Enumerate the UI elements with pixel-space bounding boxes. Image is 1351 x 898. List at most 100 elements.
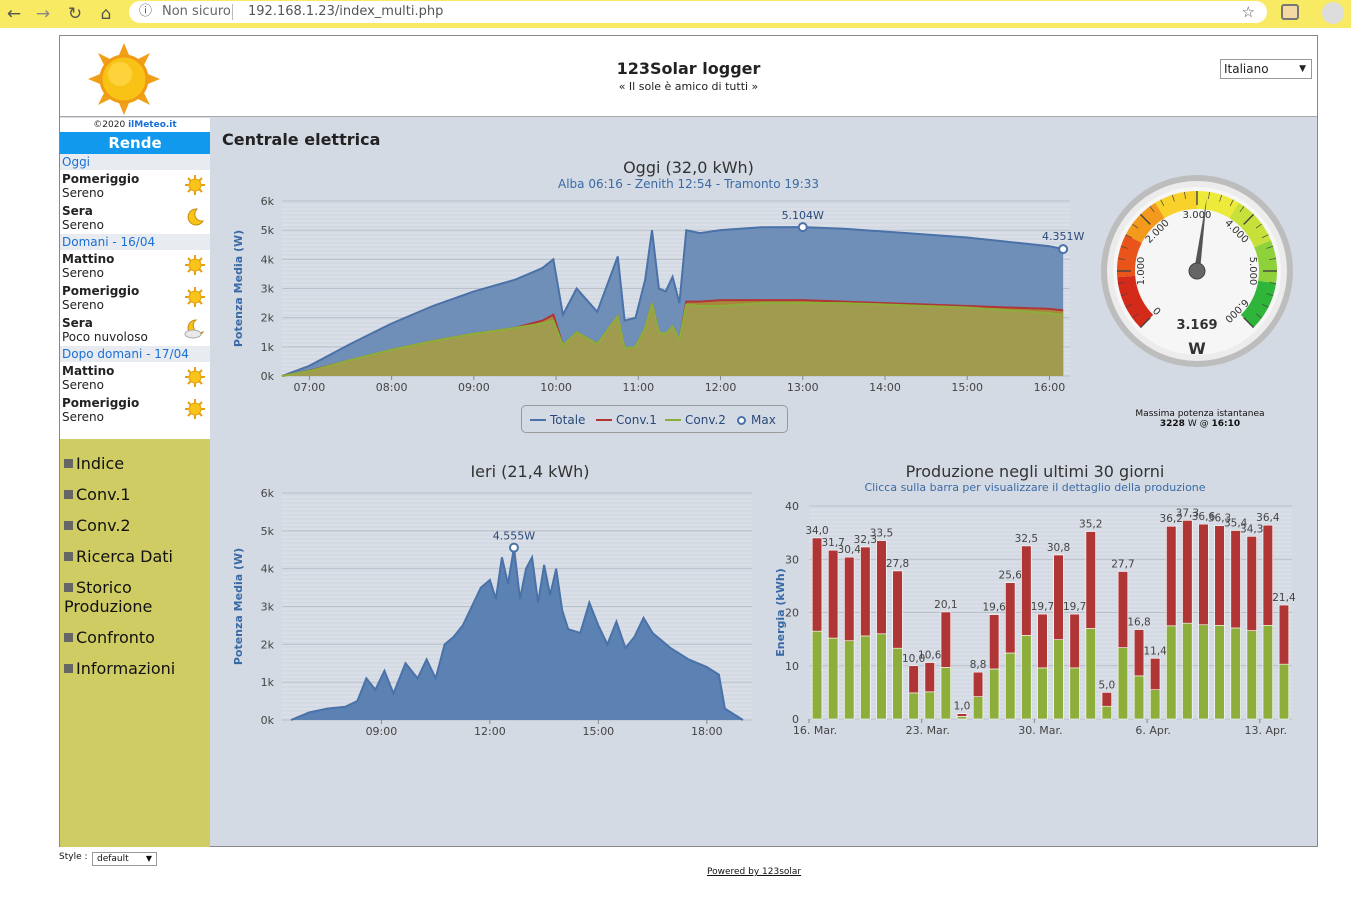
x-tick-label: 6. Apr.	[1135, 724, 1171, 737]
legend-item-max[interactable]: Max	[737, 413, 776, 427]
language-select[interactable]: Italiano ▼	[1220, 59, 1312, 79]
bar-total-label: 11,4	[1143, 645, 1167, 657]
bar-conv1	[811, 537, 823, 632]
gauge-tick	[1125, 303, 1133, 308]
y-tick-label: 3k	[261, 601, 275, 614]
yesterday-power-chart[interactable]: 0k 1k 2k 3k 4k 5k 6k 09:00 12:00 15:00 18:00 Potenz…	[230, 483, 770, 743]
extension-icon[interactable]	[1281, 4, 1299, 20]
weather-period-name: Pomeriggio	[62, 284, 140, 298]
gauge-tick	[1243, 213, 1255, 225]
today-chart-title: Oggi (32,0 kWh)	[623, 158, 754, 177]
gauge-value: 3.169	[1176, 318, 1217, 333]
gauge-tick	[1255, 223, 1262, 229]
weather-period: Sera Sereno	[60, 202, 210, 234]
back-arrow-icon[interactable]: ←	[6, 4, 22, 24]
gauge-tick	[1239, 206, 1245, 213]
bar-total-label: 32,3	[854, 534, 877, 546]
menu-bullet-icon	[64, 552, 73, 561]
legend-swatch	[665, 419, 681, 421]
gauge-band	[1117, 275, 1154, 328]
y-tick-label: 4k	[261, 563, 275, 576]
bar-total-label: 27,7	[1111, 558, 1134, 570]
bar-conv2	[956, 716, 968, 720]
info-icon[interactable]: ⓘ	[139, 4, 153, 19]
weather-city: Rende	[60, 132, 210, 154]
bar-total-label: 8,8	[970, 659, 987, 671]
y-axis-label: Energia (kWh)	[774, 568, 787, 656]
gauge-needle	[1194, 197, 1207, 272]
y-tick-label: 5k	[261, 224, 275, 237]
bar-total-label: 19,7	[1031, 601, 1054, 613]
bar-conv1	[940, 611, 951, 668]
profile-avatar-icon[interactable]	[1322, 2, 1344, 24]
gauge-caption-label: Massima potenza istantanea	[1135, 409, 1265, 419]
bar-total-label: 16,8	[1127, 617, 1150, 629]
legend-label: Conv.1	[616, 413, 657, 427]
today-chart-subtitle: Alba 06:16 - Zenith 12:54 - Tramonto 19:…	[557, 177, 819, 191]
menu-item-informazioni[interactable]: Informazioni	[60, 649, 210, 680]
menu-item-indice[interactable]: Indice	[60, 450, 210, 475]
gauge-tick	[1243, 317, 1255, 329]
weather-copyright-link[interactable]: ilMeteo.it	[128, 120, 177, 130]
forward-arrow-icon[interactable]: →	[35, 4, 51, 24]
x-tick-label: 14:00	[869, 381, 901, 394]
menu-bullet-icon	[64, 490, 73, 499]
bar-conv2	[972, 696, 984, 720]
bar-total-label: 33,5	[870, 528, 893, 540]
bar-total-label: 10,6	[918, 650, 942, 662]
weather-period-name: Sera	[62, 204, 93, 218]
bar-total-label: 36,6	[1192, 511, 1216, 523]
menu-item-ricerca-dati[interactable]: Ricerca Dati	[60, 537, 210, 568]
today-power-chart[interactable]: 0k 1k 2k 3k 4k 5k 6k 07:00 08:00 09:00 10:00 11:00 1…	[230, 191, 1100, 401]
bar-conv2	[1182, 622, 1193, 720]
y-tick-label: 20	[785, 607, 799, 620]
gauge-tick	[1120, 245, 1128, 249]
bar-total-label: 32,5	[1015, 533, 1038, 545]
y-tick-label: 5k	[261, 525, 275, 538]
bar-total-label: 36,2	[1160, 513, 1183, 525]
gauge-tick	[1255, 313, 1262, 319]
powered-by-link[interactable]: Powered by 123solar	[707, 867, 802, 877]
bookmark-star-icon[interactable]: ☆	[1241, 3, 1255, 21]
menu-item-confronto[interactable]: Confronto	[60, 618, 210, 649]
bar-conv2	[1117, 647, 1129, 720]
legend-item-totale[interactable]: Totale	[530, 413, 585, 427]
legend-item-conv2[interactable]: Conv.2	[665, 413, 726, 427]
bar-conv2	[828, 637, 839, 720]
y-tick-label: 0k	[261, 714, 275, 727]
menu-item-storico-produzione[interactable]: Storico Produzione	[60, 568, 180, 618]
bar-conv1	[1037, 613, 1048, 669]
menu-item-conv1[interactable]: Conv.1	[60, 475, 210, 506]
bar-conv1	[1117, 571, 1129, 648]
weather-period-name: Pomeriggio	[62, 396, 140, 410]
style-select[interactable]: default ▼	[92, 852, 157, 866]
yesterday-chart-title: Ieri (21,4 kWh)	[470, 462, 590, 481]
gauge-band	[1117, 234, 1142, 278]
menu-item-label: Conv.2	[76, 516, 131, 535]
menu-item-conv2[interactable]: Conv.2	[60, 506, 210, 537]
page-frame: 123Solar logger « Il sole è amico di tut…	[59, 35, 1318, 847]
production-chart-title: Produzione negli ultimi 30 giorni	[905, 462, 1165, 481]
bar-conv1	[860, 546, 871, 637]
legend-item-conv1[interactable]: Conv.1	[596, 413, 657, 427]
bar-conv1	[1246, 536, 1257, 631]
production-bar-chart[interactable]: 0 10 20 30 40 Energia (kWh) 34,031,730,432,333…	[774, 494, 1304, 744]
legend-label: Max	[751, 413, 776, 427]
chevron-down-icon: ▼	[1299, 64, 1306, 74]
address-bar[interactable]: ⓘ Non sicuro 192.168.1.23/index_multi.ph…	[129, 1, 1267, 23]
gauge-band	[1240, 280, 1277, 328]
gauge-tick	[1261, 234, 1269, 239]
y-tick-label: 3k	[261, 283, 275, 296]
production-chart-subtitle: Clicca sulla barra per visualizzare il d…	[864, 481, 1206, 494]
bar-conv2	[1037, 667, 1048, 720]
bar-conv1	[972, 671, 984, 697]
y-tick-label: 1k	[261, 676, 275, 689]
bar-total-label: 10,0	[902, 653, 925, 665]
max-value-label: 5.104W	[782, 209, 824, 222]
x-tick-label: 08:00	[376, 381, 408, 394]
home-icon[interactable]: ⌂	[100, 4, 112, 24]
reload-icon[interactable]: ↻	[67, 4, 83, 24]
url-text[interactable]: 192.168.1.23/index_multi.php	[248, 4, 444, 19]
x-tick-label: 07:00	[294, 381, 326, 394]
series-area-totale	[291, 547, 743, 720]
